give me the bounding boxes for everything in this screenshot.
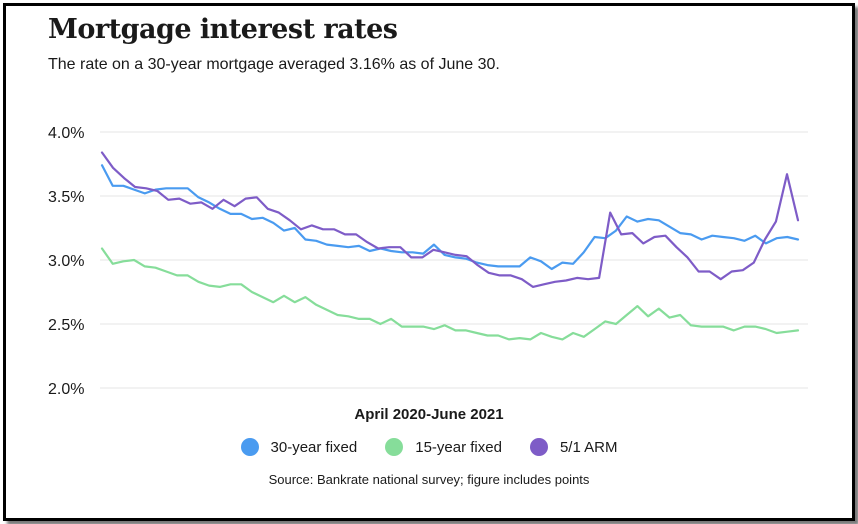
x-axis-label: April 2020-June 2021: [0, 406, 858, 423]
legend-swatch: [241, 438, 259, 456]
legend-label: 30-year fixed: [271, 439, 358, 456]
gridlines: [100, 132, 808, 388]
y-tick-label: 2.5%: [48, 317, 84, 334]
y-axis-ticks: 2.0% 2.5% 3.0% 3.5% 4.0%: [48, 125, 84, 398]
series-line-1: [102, 249, 798, 340]
legend-swatch: [530, 438, 548, 456]
y-tick-label: 3.0%: [48, 253, 84, 270]
legend-label: 5/1 ARM: [560, 439, 618, 456]
source-note: Source: Bankrate national survey; figure…: [0, 472, 858, 487]
legend: 30-year fixed 15-year fixed 5/1 ARM: [0, 438, 858, 456]
y-tick-label: 4.0%: [48, 125, 84, 142]
legend-swatch: [385, 438, 403, 456]
legend-item-1: 15-year fixed: [385, 438, 502, 456]
legend-item-2: 5/1 ARM: [530, 438, 618, 456]
y-tick-label: 2.0%: [48, 381, 84, 398]
legend-item-0: 30-year fixed: [241, 438, 358, 456]
series-lines: [102, 153, 798, 340]
series-line-2: [102, 153, 798, 287]
legend-label: 15-year fixed: [415, 439, 502, 456]
y-tick-label: 3.5%: [48, 189, 84, 206]
